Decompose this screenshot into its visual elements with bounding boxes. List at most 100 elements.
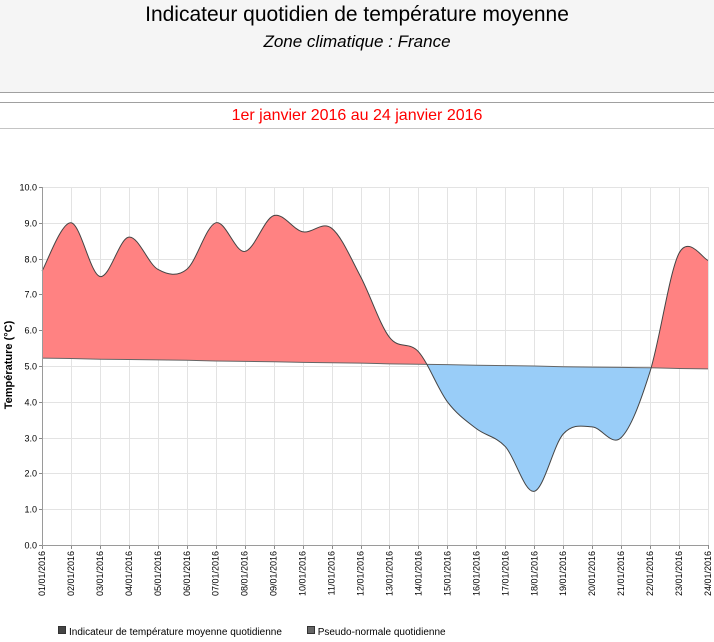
normal-point (706, 367, 710, 371)
x-tick-label: 06/01/2016 (182, 551, 192, 596)
indicator-point (532, 489, 536, 493)
normal-point (359, 361, 363, 365)
indicator-point (677, 251, 681, 255)
axis-layer: 0.0 1.0 2.0 3.0 4.0 5.0 6.0 7.0 8.0 9.0 10.0 01/01/… (19, 183, 713, 597)
normal-point (156, 358, 160, 362)
indicator-point (330, 226, 334, 230)
indicator-point (706, 258, 710, 262)
indicator-point (416, 350, 420, 354)
indicator-point (359, 275, 363, 279)
indicator-point (69, 221, 73, 225)
y-axis-label: Température (°C) (3, 320, 15, 409)
x-tick-label: 02/01/2016 (66, 551, 76, 596)
period-bar: 1er janvier 2016 au 24 janvier 2016 (0, 102, 714, 129)
normal-point (185, 358, 189, 362)
x-tick-label: 04/01/2016 (124, 551, 134, 596)
chart-title: Indicateur quotidien de température moye… (145, 3, 569, 26)
y-tick-label: 1.0 (24, 505, 37, 515)
grid-layer (42, 187, 709, 546)
normal-point (301, 360, 305, 364)
y-tick-label: 5.0 (24, 362, 37, 372)
normal-line (41, 357, 709, 370)
normal-point (619, 365, 623, 369)
x-tick-label: 16/01/2016 (471, 551, 481, 596)
y-tick-label: 9.0 (24, 219, 37, 229)
indicator-point (590, 425, 594, 429)
period-label: 1er janvier 2016 au 24 janvier 2016 (231, 107, 483, 124)
x-tick-label: 03/01/2016 (95, 551, 105, 596)
x-tick-label: 08/01/2016 (240, 551, 250, 596)
normal-point (648, 366, 652, 370)
legend-item-normal: Pseudo-normale quotidienne (306, 626, 446, 639)
legend-label-normal: Pseudo-normale quotidienne (317, 627, 446, 638)
line-layer (41, 214, 710, 493)
legend-item-indicator: Indicateur de température moyenne quotid… (58, 626, 282, 639)
x-tick-label: 22/01/2016 (645, 551, 655, 596)
chart-legend: Indicateur de température moyenne quotid… (58, 626, 468, 638)
x-tick-label: 19/01/2016 (558, 551, 568, 596)
legend-swatch-normal (306, 626, 315, 634)
normal-point (387, 362, 391, 366)
temperature-chart: 0.0 1.0 2.0 3.0 4.0 5.0 6.0 7.0 8.0 9.0 10.0 01/01/… (3, 183, 713, 597)
x-tick-label: 11/01/2016 (327, 551, 337, 595)
normal-point (330, 361, 334, 365)
indicator-point (214, 221, 218, 225)
indicator-point (127, 235, 131, 239)
y-tick-label: 6.0 (24, 326, 37, 336)
y-tick-label: 0.0 (24, 541, 37, 551)
x-tick-label: 20/01/2016 (587, 551, 597, 596)
x-tick-label: 05/01/2016 (153, 551, 163, 596)
x-tick-label: 24/01/2016 (703, 551, 713, 596)
normal-point (272, 360, 276, 364)
x-tick-label: 12/01/2016 (356, 551, 366, 596)
x-tick-label: 21/01/2016 (616, 551, 626, 596)
indicator-point (301, 230, 305, 234)
x-tick-label: 18/01/2016 (529, 551, 539, 596)
normal-point (69, 356, 73, 360)
indicator-point (387, 335, 391, 339)
x-tick-label: 07/01/2016 (211, 551, 221, 596)
normal-point (590, 365, 594, 369)
x-tick-label: 14/01/2016 (413, 551, 423, 596)
indicator-point (445, 400, 449, 404)
normal-point (474, 363, 478, 367)
normal-point (127, 358, 131, 362)
area-layer (42, 215, 708, 492)
y-tick-label: 2.0 (24, 469, 37, 479)
normal-point (214, 359, 218, 363)
y-tick-label: 3.0 (24, 434, 37, 444)
x-tick-label: 17/01/2016 (500, 551, 510, 596)
indicator-point (243, 249, 247, 253)
normal-point (98, 357, 102, 361)
indicator-point (503, 445, 507, 449)
normal-point (561, 365, 565, 369)
normal-point (445, 363, 449, 367)
normal-point (243, 359, 247, 363)
chart-header: Indicateur quotidien de température moye… (0, 0, 714, 93)
indicator-point (474, 427, 478, 431)
x-tick-label: 15/01/2016 (442, 551, 452, 596)
legend-swatch-indicator (58, 626, 66, 634)
indicator-point (185, 267, 189, 271)
normal-point (532, 364, 536, 368)
indicator-line (41, 214, 709, 492)
x-tick-label: 10/01/2016 (298, 551, 308, 596)
y-tick-label: 8.0 (24, 255, 37, 265)
indicator-point (561, 432, 565, 436)
indicator-point (156, 267, 160, 271)
indicator-point (648, 369, 652, 373)
normal-point (677, 367, 681, 371)
indicator-point (619, 436, 623, 440)
chart-subtitle: Zone climatique : France (263, 32, 451, 51)
x-tick-label: 09/01/2016 (269, 551, 279, 596)
x-tick-label: 01/01/2016 (37, 551, 47, 596)
legend-label-indicator: Indicateur de température moyenne quotid… (69, 627, 282, 638)
x-tick-label: 23/01/2016 (674, 551, 684, 596)
indicator-point (98, 275, 102, 279)
area-below-normal (42, 358, 708, 492)
normal-point (503, 364, 507, 368)
normal-point (416, 362, 420, 366)
y-tick-label: 10.0 (19, 183, 37, 193)
x-tick-label: 13/01/2016 (384, 551, 394, 596)
area-above-normal (42, 215, 708, 369)
